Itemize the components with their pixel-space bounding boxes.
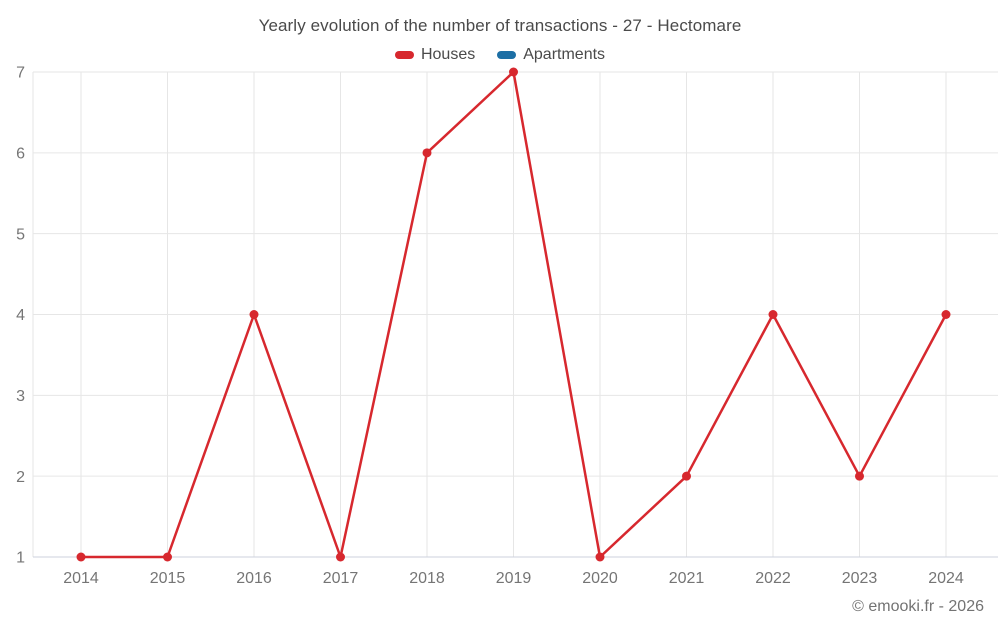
x-tick-label: 2015: [150, 570, 186, 587]
y-tick-label: 3: [16, 388, 25, 405]
houses-data-point[interactable]: [336, 552, 345, 562]
x-tick-label: 2019: [496, 570, 532, 587]
x-tick-label: 2020: [582, 570, 618, 587]
y-tick-label: 5: [16, 226, 25, 243]
legend-item-houses[interactable]: Houses: [394, 46, 476, 64]
houses-data-point[interactable]: [941, 310, 951, 319]
x-tick-label: 2017: [323, 570, 359, 587]
houses-data-point[interactable]: [509, 67, 518, 77]
x-tick-label: 2018: [409, 570, 445, 587]
houses-series-swatch-icon: [394, 51, 414, 59]
houses-data-point[interactable]: [163, 552, 172, 562]
x-tick-label: 2024: [928, 570, 964, 587]
chart-legend: Houses Apartments: [0, 46, 1000, 64]
y-tick-label: 7: [16, 65, 25, 82]
x-tick-label: 2014: [63, 570, 99, 587]
legend-item-apartments[interactable]: Apartments: [497, 46, 605, 64]
x-tick-label: 2016: [236, 570, 272, 587]
apartments-series-swatch-icon: [497, 51, 517, 59]
houses-data-point[interactable]: [422, 148, 432, 158]
houses-data-point[interactable]: [768, 310, 778, 319]
x-tick-label: 2021: [669, 570, 705, 587]
legend-label-apartments: Apartments: [523, 46, 606, 63]
houses-data-point[interactable]: [682, 471, 691, 481]
houses-data-point[interactable]: [595, 552, 605, 562]
chart-title: Yearly evolution of the number of transa…: [258, 16, 742, 35]
x-tick-label: 2023: [842, 570, 878, 587]
x-tick-label: 2022: [755, 570, 791, 587]
y-tick-label: 2: [16, 469, 25, 486]
houses-data-point[interactable]: [249, 310, 259, 319]
y-tick-label: 6: [16, 145, 25, 162]
watermark: © emooki.fr - 2026: [852, 598, 984, 615]
y-tick-label: 1: [16, 550, 25, 567]
y-tick-label: 4: [16, 307, 25, 324]
houses-data-point[interactable]: [855, 471, 864, 481]
houses-data-point[interactable]: [76, 552, 86, 562]
legend-label-houses: Houses: [420, 46, 476, 63]
